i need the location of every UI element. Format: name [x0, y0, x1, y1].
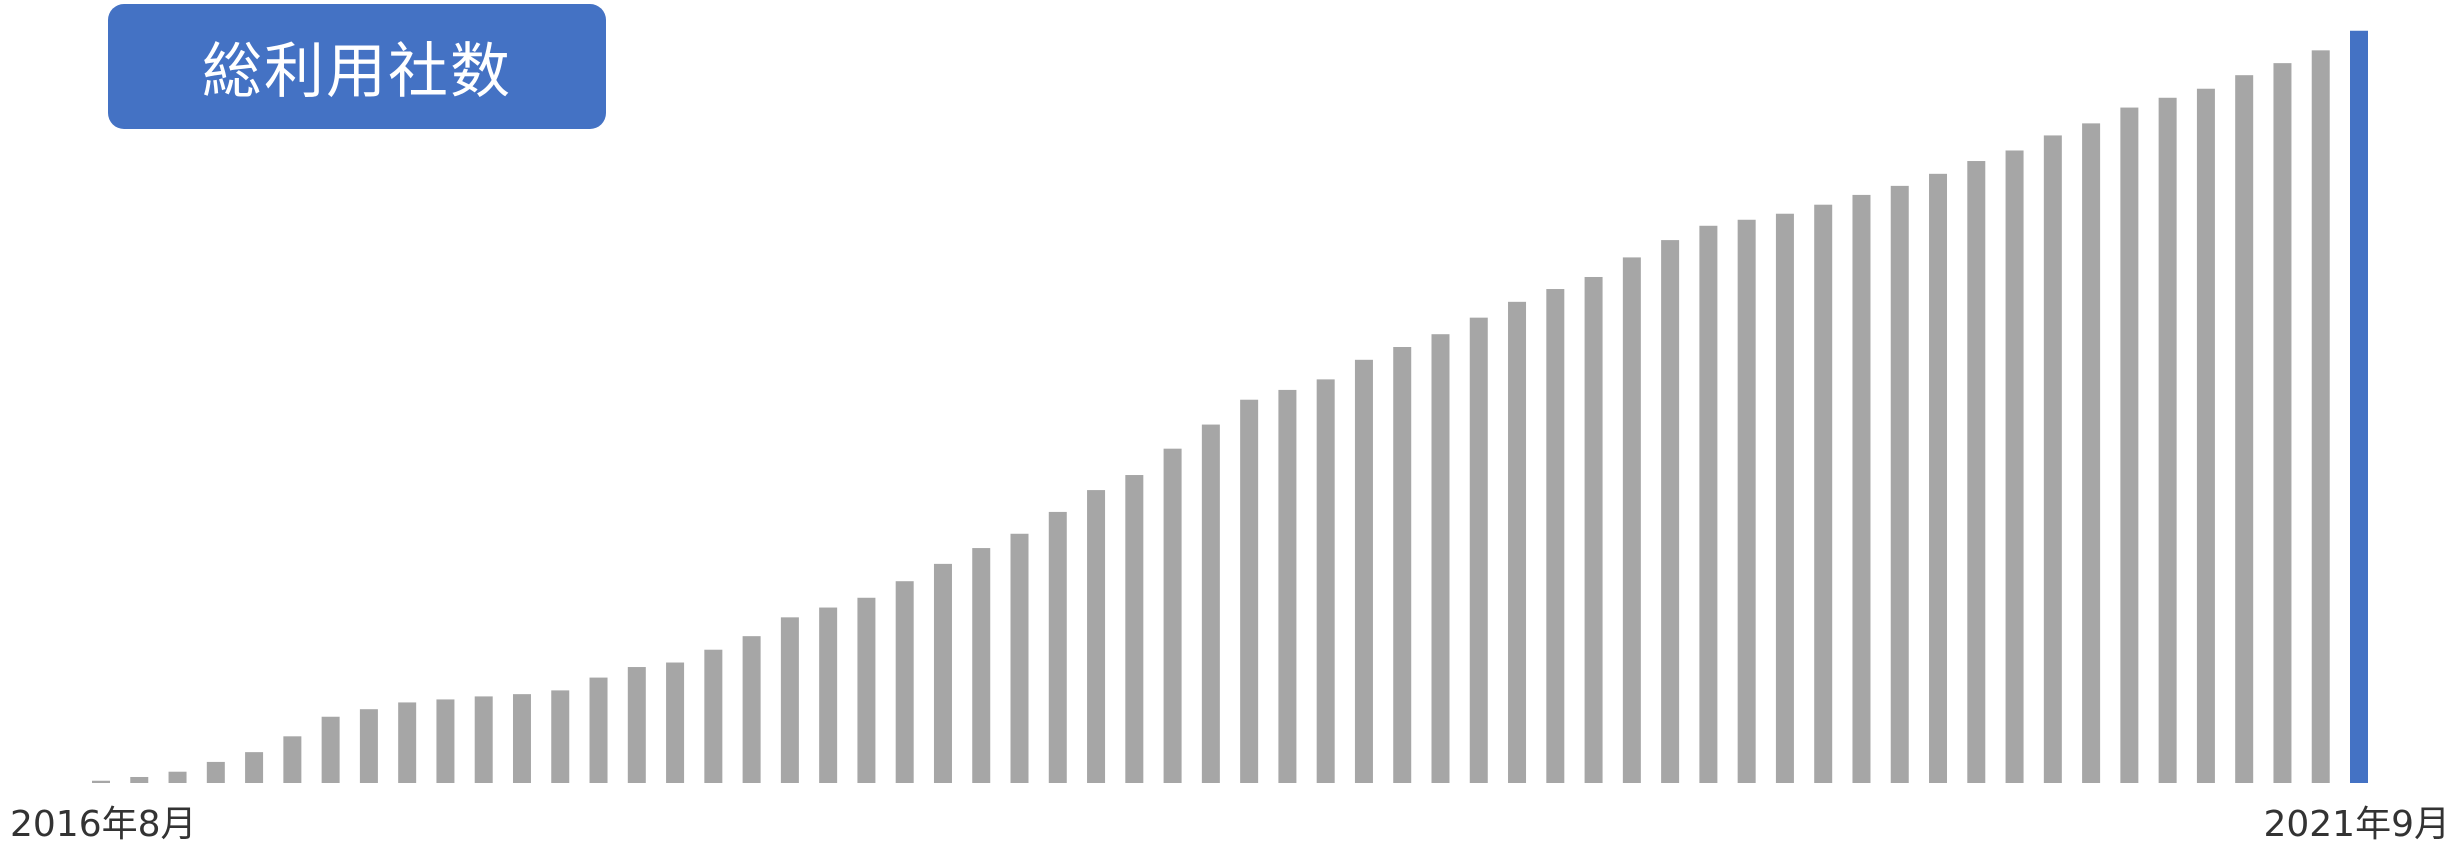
bar-22 [895, 581, 914, 783]
bar-43 [1699, 225, 1718, 783]
bar-37 [1469, 317, 1488, 783]
bar-51 [2005, 150, 2024, 784]
bar-32 [1278, 389, 1297, 783]
bar-30 [1201, 424, 1220, 783]
bar-34 [1354, 359, 1373, 783]
bar-41 [1622, 257, 1641, 783]
bar-16 [666, 662, 685, 783]
bar-7 [321, 716, 340, 783]
bar-11 [474, 696, 493, 783]
bar-49 [1929, 173, 1948, 783]
bar-54 [2120, 107, 2139, 783]
bar-29 [1163, 448, 1182, 783]
bar-50 [1967, 161, 1986, 783]
x-tick-label-end: 2021年9月 [2263, 804, 2450, 845]
bar-44 [1737, 219, 1756, 783]
bar-13 [551, 690, 570, 783]
chart-title-badge: 総利用社数 [108, 4, 606, 129]
bar-14 [589, 677, 608, 783]
bar-36 [1431, 334, 1450, 783]
bar-33 [1316, 379, 1335, 783]
bar-42 [1661, 240, 1680, 784]
bar-21 [857, 597, 876, 783]
bar-24 [972, 548, 991, 783]
x-tick-label-start: 2016年8月 [10, 804, 197, 845]
bar-45 [1775, 213, 1794, 784]
bar-12 [512, 694, 531, 783]
bar-47 [1852, 194, 1871, 783]
bar-20 [819, 607, 838, 783]
bars-group [92, 30, 2368, 784]
bar-27 [1087, 490, 1106, 783]
bar-40 [1584, 276, 1603, 783]
bar-55 [2158, 97, 2177, 783]
bar-25 [1010, 533, 1029, 783]
bar-15 [627, 667, 646, 783]
bar-39 [1546, 289, 1565, 783]
bar-31 [1240, 399, 1259, 783]
bar-8 [359, 709, 378, 783]
bar-59 [2311, 50, 2330, 783]
bar-58 [2273, 63, 2292, 783]
bar-26 [1048, 511, 1067, 783]
bar-6 [283, 736, 302, 783]
bar-current-month [2350, 30, 2368, 783]
bar-2 [130, 776, 149, 783]
bar-3 [168, 771, 187, 783]
bar-28 [1125, 475, 1144, 783]
bar-46 [1814, 204, 1833, 783]
bar-9 [398, 702, 417, 783]
bar-1 [92, 780, 110, 783]
bar-5 [245, 752, 264, 783]
bar-56 [2196, 88, 2215, 784]
bar-17 [704, 649, 723, 783]
bar-23 [933, 563, 952, 783]
bar-57 [2235, 75, 2254, 784]
bar-10 [436, 699, 455, 783]
bar-4 [206, 761, 225, 783]
bar-38 [1508, 301, 1527, 783]
bar-19 [780, 617, 799, 783]
bar-53 [2082, 123, 2101, 784]
bar-52 [2043, 135, 2062, 784]
bar-48 [1890, 185, 1909, 783]
bar-18 [742, 636, 761, 783]
bar-35 [1393, 347, 1412, 783]
